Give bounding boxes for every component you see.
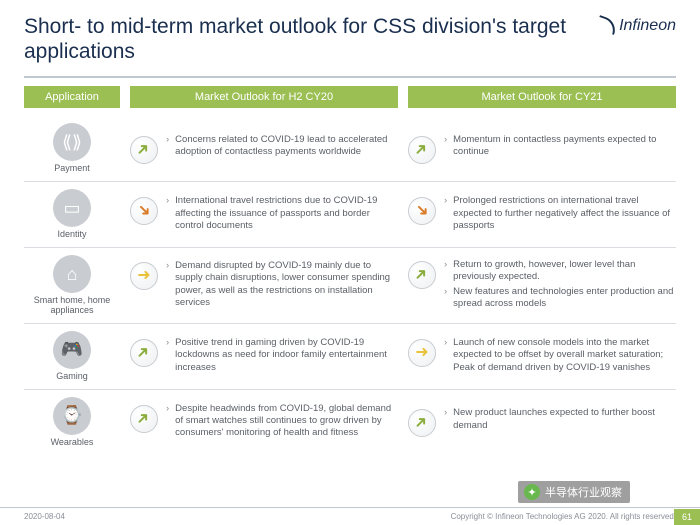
outlook-bullets: Momentum in contactless payments expecte… — [444, 134, 676, 161]
application-cell: ⌂ Smart home, home appliances — [24, 255, 120, 316]
bullet-text: Launch of new console models into the ma… — [444, 337, 676, 374]
table-row: ⟪⟫ Payment ➜ Concerns related to COVID-19 l… — [24, 116, 676, 182]
outlook-bullets: Demand disrupted by COVID-19 mainly due … — [166, 260, 398, 311]
outlook-cell-cy21: ➜ Momentum in contactless payments expect… — [408, 134, 676, 164]
header-h2cy20: Market Outlook for H2 CY20 — [130, 86, 398, 108]
trend-arrow-icon: ➜ — [130, 339, 158, 367]
header-cy21: Market Outlook for CY21 — [408, 86, 676, 108]
footer-copyright: Copyright © Infineon Technologies AG 202… — [451, 512, 676, 521]
outlook-cell-h2: ➜ Demand disrupted by COVID-19 mainly due… — [130, 260, 398, 311]
smarthome-icon: ⌂ — [53, 255, 91, 293]
watermark-text: 半导体行业观察 — [545, 484, 622, 500]
wechat-icon: ✦ — [524, 484, 540, 500]
slide-footer: 2020-08-04 Copyright © Infineon Technolo… — [0, 507, 700, 525]
table-row: ⌚ Wearables ➜ Despite headwinds from COVID-… — [24, 390, 676, 455]
application-label: Gaming — [24, 372, 120, 382]
bullet-text: Momentum in contactless payments expecte… — [444, 134, 676, 159]
trend-arrow-icon: ➜ — [408, 261, 436, 289]
trend-arrow-icon: ➜ — [408, 197, 436, 225]
logo-swoosh-icon — [595, 15, 619, 35]
bullet-text: Despite headwinds from COVID-19, global … — [166, 403, 398, 440]
wearables-icon: ⌚ — [53, 397, 91, 435]
trend-arrow-icon: ➜ — [130, 136, 158, 164]
bullet-text: International travel restrictions due to… — [166, 195, 398, 232]
outlook-bullets: Prolonged restrictions on international … — [444, 195, 676, 234]
bullet-text: Demand disrupted by COVID-19 mainly due … — [166, 260, 398, 309]
infineon-logo: Infineon — [597, 16, 676, 35]
outlook-cell-h2: ➜ Concerns related to COVID-19 lead to ac… — [130, 134, 398, 164]
outlook-bullets: Concerns related to COVID-19 lead to acc… — [166, 134, 398, 161]
application-label: Smart home, home appliances — [24, 296, 120, 316]
bullet-text: Return to growth, however, lower level t… — [444, 259, 676, 284]
title-divider — [24, 76, 676, 78]
trend-arrow-icon: ➜ — [408, 339, 436, 367]
application-cell: 🎮 Gaming — [24, 331, 120, 382]
footer-date: 2020-08-04 — [24, 512, 65, 521]
outlook-bullets: New product launches expected to further… — [444, 407, 676, 434]
outlook-bullets: International travel restrictions due to… — [166, 195, 398, 234]
identity-icon: ▭ — [53, 189, 91, 227]
table-header-row: Application Market Outlook for H2 CY20 M… — [24, 86, 676, 108]
outlook-bullets: Launch of new console models into the ma… — [444, 337, 676, 376]
table-row: 🎮 Gaming ➜ Positive trend in gaming driven … — [24, 324, 676, 390]
bullet-text: Prolonged restrictions on international … — [444, 195, 676, 232]
page-number: 61 — [674, 509, 700, 525]
bullet-text: Positive trend in gaming driven by COVID… — [166, 337, 398, 374]
outlook-cell-cy21: ➜ Launch of new console models into the m… — [408, 337, 676, 376]
header-application: Application — [24, 86, 120, 108]
outlook-cell-h2: ➜ Positive trend in gaming driven by COVI… — [130, 337, 398, 376]
gaming-icon: 🎮 — [53, 331, 91, 369]
outlook-bullets: Despite headwinds from COVID-19, global … — [166, 403, 398, 442]
bullet-text: New features and technologies enter prod… — [444, 286, 676, 311]
bullet-text: Concerns related to COVID-19 lead to acc… — [166, 134, 398, 159]
outlook-cell-h2: ➜ International travel restrictions due t… — [130, 195, 398, 234]
application-label: Identity — [24, 230, 120, 240]
application-label: Wearables — [24, 438, 120, 448]
outlook-bullets: Positive trend in gaming driven by COVID… — [166, 337, 398, 376]
trend-arrow-icon: ➜ — [408, 409, 436, 437]
application-cell: ▭ Identity — [24, 189, 120, 240]
table-row: ⌂ Smart home, home appliances ➜ Demand disr… — [24, 248, 676, 324]
trend-arrow-icon: ➜ — [130, 405, 158, 433]
application-label: Payment — [24, 164, 120, 174]
outlook-bullets: Return to growth, however, lower level t… — [444, 259, 676, 312]
outlook-cell-cy21: ➜ Prolonged restrictions on international… — [408, 195, 676, 234]
outlook-cell-h2: ➜ Despite headwinds from COVID-19, global… — [130, 403, 398, 442]
trend-arrow-icon: ➜ — [408, 136, 436, 164]
trend-arrow-icon: ➜ — [130, 262, 158, 290]
table-row: ▭ Identity ➜ International travel restricti… — [24, 182, 676, 248]
bullet-text: New product launches expected to further… — [444, 407, 676, 432]
trend-arrow-icon: ➜ — [130, 197, 158, 225]
watermark-badge: ✦ 半导体行业观察 — [518, 481, 630, 503]
application-cell: ⌚ Wearables — [24, 397, 120, 448]
slide-title: Short- to mid-term market outlook for CS… — [0, 0, 700, 72]
content-table: Application Market Outlook for H2 CY20 M… — [0, 86, 700, 454]
outlook-cell-cy21: ➜ Return to growth, however, lower level … — [408, 259, 676, 312]
outlook-cell-cy21: ➜ New product launches expected to furthe… — [408, 407, 676, 437]
application-cell: ⟪⟫ Payment — [24, 123, 120, 174]
payment-icon: ⟪⟫ — [53, 123, 91, 161]
